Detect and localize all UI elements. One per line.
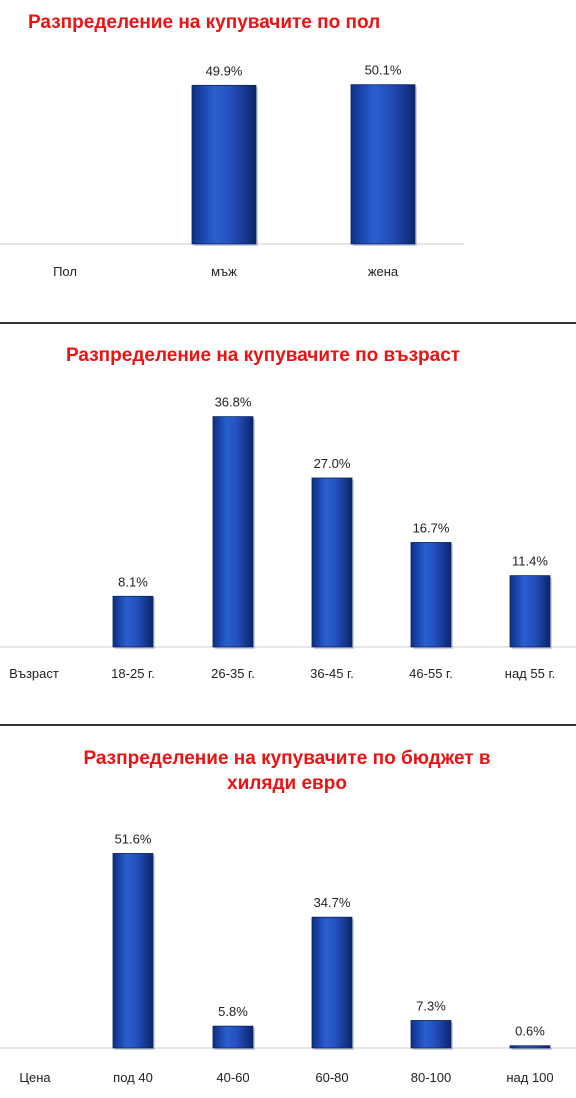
separator: [0, 724, 576, 726]
data-label: 16.7%: [413, 520, 450, 535]
x-tick-label: 40-60: [216, 1070, 249, 1085]
chart-budget: Разпределение на купувачите по бюджет в …: [0, 726, 576, 1098]
bar: [350, 84, 416, 245]
data-label: 0.6%: [515, 1024, 545, 1039]
chart-age: Разпределение на купувачите по възраст 8…: [0, 324, 576, 726]
x-axis-label: Цена: [19, 1070, 51, 1085]
bar: [311, 916, 353, 1049]
x-tick-label: 26-35 г.: [211, 666, 255, 681]
data-label: 7.3%: [416, 998, 446, 1013]
data-label: 49.9%: [206, 63, 243, 78]
bar: [509, 575, 551, 648]
x-tick-label: 18-25 г.: [111, 666, 155, 681]
bar: [112, 595, 154, 648]
chart-title: Разпределение на купувачите по бюджет в …: [83, 748, 491, 794]
chart-svg: 8.1% 18-25 г. 36.8% 26-35 г. 27.0% 36-45 г. 16…: [0, 395, 576, 681]
data-label: 51.6%: [115, 831, 152, 846]
bar: [410, 1020, 452, 1049]
chart-title: Разпределение на купувачите по пол: [28, 12, 381, 33]
chart-title: Разпределение на купувачите по възраст: [66, 345, 461, 366]
x-axis-label: Пол: [53, 264, 77, 279]
bar: [509, 1045, 551, 1049]
chart-svg: 49.9% мъж 50.1% жена Пол: [0, 63, 464, 279]
x-tick-label: 36-45 г.: [310, 666, 354, 681]
x-tick-label: над 100: [506, 1070, 553, 1085]
x-tick-label: 80-100: [411, 1070, 451, 1085]
separator: [0, 322, 576, 324]
bar: [212, 1025, 254, 1049]
data-label: 36.8%: [215, 395, 252, 410]
bar: [212, 416, 254, 648]
bar-shadow: [512, 1047, 552, 1050]
x-tick-label: мъж: [211, 264, 237, 279]
data-label: 11.4%: [512, 554, 548, 569]
x-tick-label: 46-55 г.: [409, 666, 453, 681]
data-label: 34.7%: [314, 895, 351, 910]
data-label: 8.1%: [118, 574, 148, 589]
data-label: 27.0%: [314, 456, 351, 471]
x-axis-label: Възраст: [9, 666, 59, 681]
x-tick-label: жена: [368, 264, 399, 279]
x-tick-label: над 55 г.: [505, 666, 555, 681]
data-label: 5.8%: [218, 1004, 248, 1019]
x-tick-label: 60-80: [315, 1070, 348, 1085]
bar: [112, 853, 154, 1049]
bar: [311, 477, 353, 648]
x-tick-label: под 40: [113, 1070, 153, 1085]
chart-svg: 51.6% под 40 5.8% 40-60 34.7% 60-80 7.3% 80-100…: [0, 831, 576, 1085]
bar: [191, 84, 257, 245]
chart-gender: Разпределение на купувачите по пол 49.9%…: [0, 0, 576, 324]
bar: [410, 542, 452, 648]
data-label: 50.1%: [365, 63, 402, 78]
